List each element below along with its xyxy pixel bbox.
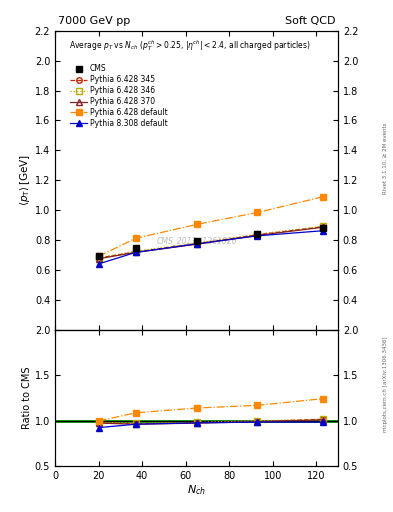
CMS (255, 230, 260, 237)
Text: Average $p_T$ vs $N_{ch}$ ($p_T^{ch}>0.25$, $|\eta^{ch}|<2.4$, all charged parti: Average $p_T$ vs $N_{ch}$ ($p_T^{ch}>0.2… (69, 38, 310, 53)
Pythia 8.308 default (194, 241, 199, 247)
Pythia 6.428 346 (194, 240, 199, 246)
CMS (133, 245, 138, 251)
Pythia 6.428 370 (320, 224, 325, 230)
Pythia 8.308 default (320, 228, 325, 234)
Pythia 6.428 default (194, 221, 199, 227)
Line: Pythia 6.428 346: Pythia 6.428 346 (96, 223, 325, 261)
Pythia 6.428 default (320, 194, 325, 200)
Text: Rivet 3.1.10, ≥ 2M events: Rivet 3.1.10, ≥ 2M events (383, 123, 387, 195)
Pythia 6.428 370 (133, 249, 138, 255)
Pythia 8.308 default (133, 249, 138, 255)
Line: Pythia 6.428 default: Pythia 6.428 default (95, 194, 326, 260)
Line: Pythia 8.308 default: Pythia 8.308 default (95, 227, 326, 267)
Pythia 6.428 345 (96, 255, 101, 261)
Line: Pythia 6.428 345: Pythia 6.428 345 (96, 224, 325, 261)
Text: CMS_2013_I1261026: CMS_2013_I1261026 (156, 236, 237, 245)
Pythia 6.428 370 (96, 255, 101, 262)
Pythia 6.428 345 (320, 224, 325, 230)
Pythia 6.428 346 (255, 231, 260, 237)
Pythia 6.428 345 (133, 249, 138, 255)
Pythia 6.428 346 (133, 248, 138, 254)
Y-axis label: $\langle p_\mathrm{T} \rangle\,[\mathrm{GeV}]$: $\langle p_\mathrm{T} \rangle\,[\mathrm{… (18, 155, 32, 206)
Pythia 8.308 default (96, 261, 101, 267)
Pythia 8.308 default (255, 233, 260, 239)
CMS (320, 225, 325, 231)
Pythia 6.428 345 (194, 241, 199, 247)
Pythia 6.428 default (96, 253, 101, 260)
Text: 7000 GeV pp: 7000 GeV pp (58, 16, 130, 26)
Legend: CMS, Pythia 6.428 345, Pythia 6.428 346, Pythia 6.428 370, Pythia 6.428 default,: CMS, Pythia 6.428 345, Pythia 6.428 346,… (70, 65, 168, 128)
X-axis label: $N_{ch}$: $N_{ch}$ (187, 483, 206, 497)
Text: Soft QCD: Soft QCD (285, 16, 335, 26)
CMS (194, 238, 199, 244)
Y-axis label: Ratio to CMS: Ratio to CMS (22, 367, 32, 429)
Pythia 6.428 default (255, 209, 260, 216)
Pythia 6.428 346 (96, 254, 101, 261)
Pythia 6.428 345 (255, 232, 260, 238)
Pythia 6.428 370 (255, 232, 260, 239)
Text: mcplots.cern.ch [arXiv:1306.3436]: mcplots.cern.ch [arXiv:1306.3436] (383, 336, 387, 432)
Line: CMS: CMS (95, 225, 326, 260)
Pythia 6.428 370 (194, 241, 199, 247)
Line: Pythia 6.428 370: Pythia 6.428 370 (96, 225, 325, 262)
CMS (96, 253, 101, 259)
Pythia 6.428 default (133, 236, 138, 242)
Pythia 6.428 346 (320, 223, 325, 229)
